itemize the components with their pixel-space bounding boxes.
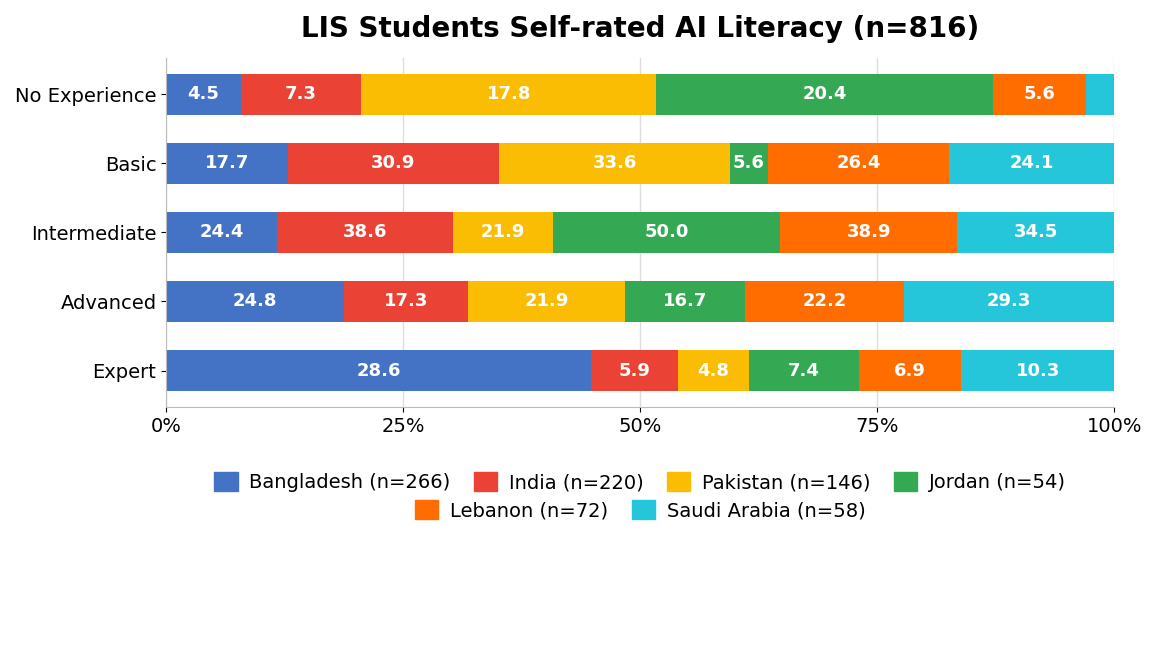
Text: 17.8: 17.8 xyxy=(486,86,531,103)
Text: 6.9: 6.9 xyxy=(894,362,927,379)
Bar xyxy=(730,143,768,184)
Bar xyxy=(361,74,656,115)
Text: 29.3: 29.3 xyxy=(987,293,1031,310)
Text: 5.9: 5.9 xyxy=(618,362,650,379)
Text: 21.9: 21.9 xyxy=(524,293,569,310)
Text: 16.7: 16.7 xyxy=(663,293,707,310)
Bar xyxy=(167,143,288,184)
Bar xyxy=(768,143,949,184)
Bar xyxy=(1086,74,1114,115)
Text: 10.3: 10.3 xyxy=(1016,362,1060,379)
Text: 26.4: 26.4 xyxy=(837,155,880,172)
Title: LIS Students Self-rated AI Literacy (n=816): LIS Students Self-rated AI Literacy (n=8… xyxy=(301,15,979,43)
Text: 4.5: 4.5 xyxy=(187,86,220,103)
Bar xyxy=(469,281,625,322)
Text: 38.6: 38.6 xyxy=(342,223,388,242)
Bar xyxy=(858,350,961,391)
Text: 17.7: 17.7 xyxy=(205,155,249,172)
Bar xyxy=(750,350,858,391)
Text: 5.6: 5.6 xyxy=(732,155,765,172)
Bar xyxy=(994,74,1086,115)
Bar xyxy=(961,350,1114,391)
Bar xyxy=(625,281,745,322)
Text: 50.0: 50.0 xyxy=(644,223,688,242)
Text: 38.9: 38.9 xyxy=(847,223,891,242)
Bar xyxy=(167,74,241,115)
Bar xyxy=(780,212,957,253)
Text: 24.1: 24.1 xyxy=(1009,155,1054,172)
Text: 30.9: 30.9 xyxy=(371,155,415,172)
Bar xyxy=(553,212,780,253)
Text: 34.5: 34.5 xyxy=(1014,223,1057,242)
Bar xyxy=(278,212,452,253)
Text: 5.6: 5.6 xyxy=(1024,86,1055,103)
Text: 7.4: 7.4 xyxy=(788,362,820,379)
Text: 21.9: 21.9 xyxy=(480,223,525,242)
Text: 20.4: 20.4 xyxy=(803,86,847,103)
Bar xyxy=(241,74,361,115)
Bar xyxy=(167,281,344,322)
Bar xyxy=(500,143,730,184)
Bar xyxy=(452,212,553,253)
Text: 22.2: 22.2 xyxy=(802,293,847,310)
Text: 17.3: 17.3 xyxy=(384,293,428,310)
Bar xyxy=(344,281,469,322)
Text: 7.3: 7.3 xyxy=(285,86,317,103)
Bar xyxy=(957,212,1114,253)
Bar xyxy=(590,350,678,391)
Text: 4.8: 4.8 xyxy=(698,362,730,379)
Text: 24.4: 24.4 xyxy=(199,223,244,242)
Legend: Lebanon (n=72), Saudi Arabia (n=58): Lebanon (n=72), Saudi Arabia (n=58) xyxy=(410,494,871,526)
Bar xyxy=(745,281,904,322)
Text: 28.6: 28.6 xyxy=(356,362,400,379)
Bar xyxy=(904,281,1114,322)
Bar xyxy=(949,143,1114,184)
Text: 33.6: 33.6 xyxy=(592,155,636,172)
Bar xyxy=(167,212,278,253)
Bar xyxy=(656,74,994,115)
Bar xyxy=(288,143,500,184)
Bar xyxy=(678,350,750,391)
Bar xyxy=(167,350,590,391)
Text: 24.8: 24.8 xyxy=(233,293,278,310)
